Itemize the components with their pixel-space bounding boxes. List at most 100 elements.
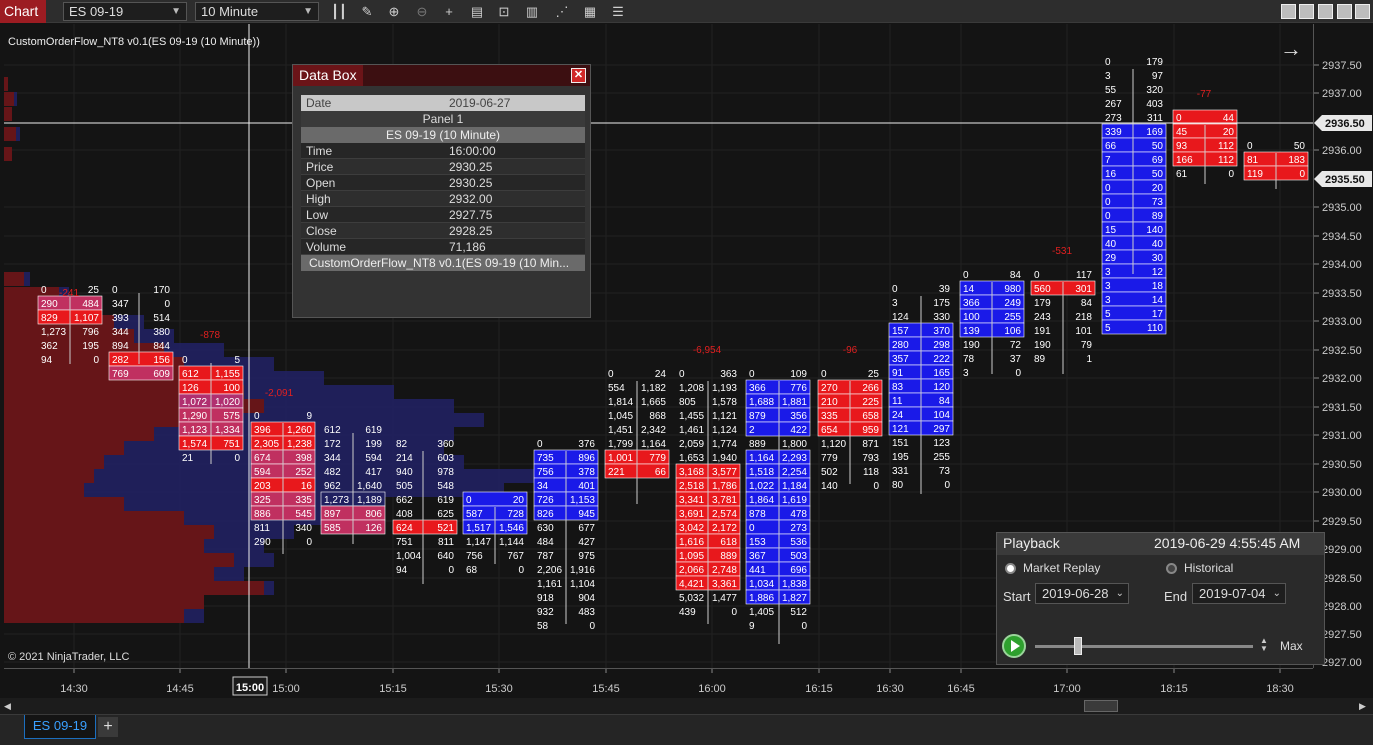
- play-button[interactable]: [1002, 634, 1026, 658]
- footprint-bid-volume: 0: [41, 285, 47, 296]
- footprint-ask-volume: 252: [295, 467, 312, 478]
- footprint-ask-volume: 1,546: [499, 523, 524, 534]
- footprint-bid-volume: 221: [608, 467, 625, 478]
- footprint-ask-volume: 199: [365, 439, 382, 450]
- footprint-ask-volume: 514: [153, 313, 170, 324]
- playback-panel[interactable]: Playback 2019-06-29 4:55:45 AM Market Re…: [996, 532, 1325, 665]
- speed-stepper-icon[interactable]: ▲ ▼: [1260, 636, 1268, 653]
- speed-slider-thumb[interactable]: [1074, 637, 1083, 655]
- footprint-bid-volume: 366: [963, 298, 980, 309]
- footprint-bid-volume: 654: [821, 425, 838, 436]
- footprint-ask-volume: 179: [1146, 57, 1163, 68]
- close-icon[interactable]: ✕: [571, 68, 586, 83]
- price-tick-label: 2927.50: [1322, 629, 1362, 641]
- footprint-ask-volume: 1,827: [782, 593, 807, 604]
- zoom-out-icon[interactable]: ⊖: [416, 4, 428, 19]
- footprint-bid-volume: 139: [963, 326, 980, 337]
- footprint-bid-volume: 270: [821, 383, 838, 394]
- footprint-bid-volume: 0: [749, 523, 755, 534]
- footprint-ask-volume: 183: [1288, 155, 1305, 166]
- footprint-bid-volume: 94: [41, 355, 53, 366]
- footprint-bid-volume: 3: [1105, 295, 1111, 306]
- crosshair-icon[interactable]: +: [445, 4, 453, 19]
- data-box-row-value: 2928.25: [449, 224, 493, 238]
- footprint-cell: [1101, 319, 1167, 335]
- window-restore-icon[interactable]: [1299, 4, 1314, 19]
- time-axis[interactable]: 14:30 14:45 15:00 15:15 15:30 15:45 16:00 16:15…: [4, 668, 1313, 698]
- data-box-titlebar[interactable]: Data Box: [293, 65, 590, 86]
- chevron-down-icon: ▼: [303, 6, 313, 17]
- start-date-picker[interactable]: 2019-06-28 ⌄: [1035, 583, 1129, 604]
- properties-icon[interactable]: ▤: [470, 4, 484, 19]
- footprint-ask-volume: 195: [82, 341, 99, 352]
- footprint-ask-volume: 40: [1152, 239, 1164, 250]
- footprint-ask-volume: 889: [720, 551, 737, 562]
- historical-radio[interactable]: [1166, 563, 1177, 574]
- footprint-ask-volume: 17: [1152, 309, 1164, 320]
- end-date-picker[interactable]: 2019-07-04 ⌄: [1192, 583, 1286, 604]
- window-options-icon[interactable]: [1281, 4, 1296, 19]
- time-tick-label: 17:00: [1053, 683, 1081, 695]
- footprint-bid-volume: 0: [1105, 183, 1111, 194]
- footprint-bid-volume: 612: [182, 369, 199, 380]
- market-replay-radio[interactable]: [1005, 563, 1016, 574]
- footprint-bid-volume: 243: [1034, 312, 1051, 323]
- scrollbar-thumb[interactable]: [1084, 700, 1118, 712]
- data-box-icon[interactable]: ▦: [583, 4, 597, 19]
- tab-bar: ES 09-19 +: [0, 714, 1373, 745]
- footprint-bid-volume: 119: [1247, 169, 1263, 180]
- footprint-bid-volume: 214: [396, 453, 413, 464]
- date-value: 2019-06-27: [449, 96, 511, 110]
- list-icon[interactable]: ☰: [612, 4, 624, 19]
- speed-slider-track[interactable]: [1035, 645, 1253, 648]
- footprint-ask-volume: 9: [306, 411, 312, 422]
- data-box-window[interactable]: Data Box ✕ Date 2019-06-27 Panel 1 ES 09…: [292, 64, 591, 318]
- volume-profile-bar: [4, 77, 8, 91]
- strategies-icon[interactable]: ▥: [525, 4, 539, 19]
- data-box-row: Low 2927.75: [301, 207, 585, 223]
- footprint-ask-volume: 170: [153, 285, 170, 296]
- instrument-selector[interactable]: ES 09-19 ▼: [63, 2, 187, 21]
- tab-es-09-19[interactable]: ES 09-19: [24, 715, 96, 739]
- instrument-value: ES 09-19: [69, 4, 124, 19]
- footprint-ask-volume: 5: [234, 355, 240, 366]
- data-box-row-value: 2930.25: [449, 160, 493, 174]
- footprint-ask-volume: 66: [655, 467, 667, 478]
- maximize-icon[interactable]: [1337, 4, 1352, 19]
- zoom-in-icon[interactable]: ⊕: [388, 4, 400, 19]
- price-tick-label: 2928.00: [1322, 601, 1362, 613]
- time-tick-label: 14:30: [60, 683, 88, 695]
- add-tab-button[interactable]: +: [98, 717, 118, 737]
- data-box-title: Data Box: [293, 65, 363, 86]
- volume-profile-bar: [4, 455, 104, 469]
- arrow-right-icon[interactable]: →: [1280, 36, 1302, 61]
- footprint-ask-volume: 945: [578, 509, 595, 520]
- templates-icon[interactable]: ⊡: [498, 4, 510, 19]
- footprint-bid-volume: 21: [182, 453, 194, 464]
- volume-profile-bar: [4, 511, 184, 525]
- pencil-icon[interactable]: ✎: [361, 4, 373, 19]
- interval-selector[interactable]: 10 Minute ▼: [195, 2, 319, 21]
- footprint-bid-volume: 153: [749, 537, 766, 548]
- minimize-icon[interactable]: [1318, 4, 1333, 19]
- volume-profile-bar: [4, 469, 94, 483]
- footprint-ask-volume: 779: [649, 453, 666, 464]
- scroll-right-icon[interactable]: ▶: [1359, 701, 1366, 711]
- bars-icon[interactable]: ┃┃: [331, 4, 347, 19]
- footprint-ask-volume: 50: [1294, 141, 1306, 152]
- footprint-ask-volume: 1,144: [499, 537, 524, 548]
- price-tick-label: 2933.00: [1322, 316, 1362, 328]
- horizontal-scrollbar[interactable]: ◀ ▶: [0, 698, 1373, 714]
- footprint-bid-volume: 2,059: [679, 439, 704, 450]
- scroll-left-icon[interactable]: ◀: [4, 701, 11, 711]
- footprint-ask-volume: 112: [1218, 141, 1234, 152]
- footprint-bid-volume: 335: [821, 411, 838, 422]
- footprint-bid-volume: 81: [1247, 155, 1259, 166]
- close-icon[interactable]: [1355, 4, 1370, 19]
- footprint-bid-volume: 1,455: [679, 411, 704, 422]
- footprint-ask-volume: 100: [223, 383, 240, 394]
- indicators-icon[interactable]: ⋰: [555, 4, 569, 19]
- footprint-bid-volume: 2,518: [679, 481, 704, 492]
- cursor-time-box: [232, 676, 268, 696]
- footprint-ask-volume: 793: [862, 453, 879, 464]
